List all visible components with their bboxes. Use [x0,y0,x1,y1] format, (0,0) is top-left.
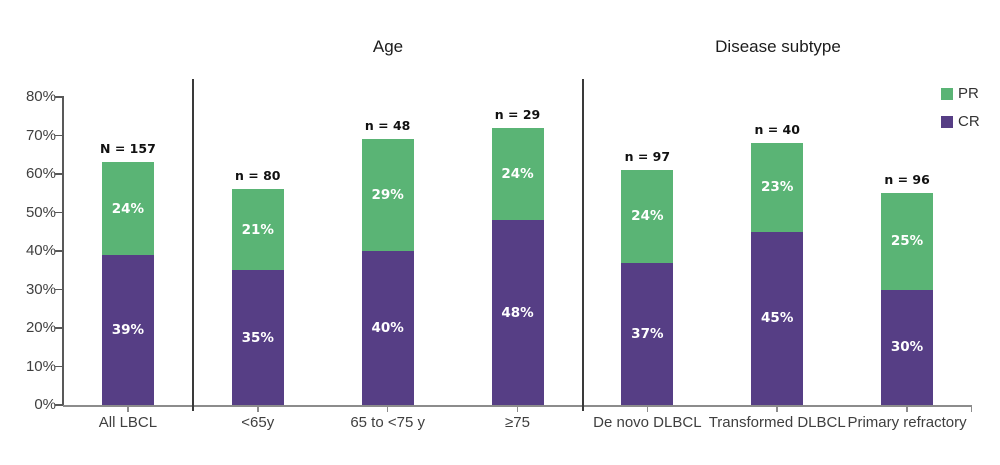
cr-value-label: 48% [501,304,534,321]
x-axis-tick-mark [257,406,259,412]
section-title-age: Age [372,37,404,56]
y-axis-line [62,96,64,406]
bar-pr-segment [361,139,414,251]
y-axis-tick-mark [55,288,62,291]
legend-item-pr: PR [941,84,980,103]
bar-cr-segment [881,289,934,405]
cr-value-label: 40% [371,320,404,336]
cr-value-label: 39% [111,321,145,338]
category-label: De novo DLBCL [593,414,702,431]
x-axis-tick-mark [516,406,519,412]
pr-value-label: 23% [761,179,794,196]
y-axis-tick-label: 80% [25,88,56,105]
x-axis-line [63,405,972,407]
section-title-disease-subtype: Disease subtype [715,37,841,56]
pr-value-label: 24% [111,200,145,217]
y-axis-tick-label: 10% [25,357,56,375]
n-count-label: n = 40 [754,122,800,138]
y-axis-tick-mark [55,250,62,252]
y-axis-tick-mark [55,173,62,175]
pr-value-label: 29% [371,187,404,204]
bar-cr-segment [101,254,154,405]
x-axis-end-tick-mark [970,406,972,412]
bar-pr-segment [491,127,544,221]
cr-value-label: 35% [241,329,274,346]
category-label: ≥75 [505,414,530,431]
bar-pr-segment [621,170,674,263]
cr-value-label: 45% [761,310,794,327]
y-axis-tick-mark [55,365,62,368]
y-axis-tick-mark [55,96,62,98]
bar-cr-segment [361,251,414,405]
category-label: Transformed DLBCL [708,414,846,431]
legend-label-pr: PR [958,85,979,102]
y-axis-tick-label: 60% [25,165,56,182]
y-axis-tick-mark [55,134,62,137]
n-count-label: n = 97 [624,149,671,165]
x-axis-tick-mark [776,406,778,412]
bar-pr-segment [751,143,804,232]
bar-cr-segment [751,231,804,405]
legend-item-cr: CR [941,112,980,131]
n-count-label: N = 157 [100,141,156,157]
bar-pr-segment [231,189,284,271]
n-count-label: n = 80 [235,168,281,184]
y-axis-tick-label: 50% [25,203,56,221]
bar-cr-segment [621,262,674,405]
n-count-label: n = 29 [494,106,541,122]
x-axis-tick-mark [646,406,649,412]
section-divider-2 [582,79,584,411]
category-label: 65 to <75 y [350,414,425,431]
y-axis-tick-label: 40% [25,242,56,259]
pr-swatch-icon [941,87,953,100]
n-count-label: n = 48 [364,118,411,134]
x-axis-tick-mark [386,406,389,412]
n-count-label: n = 96 [884,172,930,188]
legend-label-cr: CR [958,113,980,130]
pr-value-label: 24% [631,208,664,225]
x-axis-tick-mark [127,406,129,412]
y-axis-tick-label: 30% [25,280,56,298]
y-axis-tick-label: 20% [25,319,56,336]
category-label: <65y [241,414,275,431]
y-axis-tick-mark [55,327,62,329]
section-divider-1 [192,79,194,411]
y-axis-tick-mark [55,404,62,406]
category-label: All LBCL [98,414,158,431]
bar-pr-segment [881,193,934,290]
legend: PR CR [941,84,980,140]
cr-swatch-icon [941,115,953,128]
bar-cr-segment [491,220,544,405]
bar-cr-segment [231,270,284,405]
pr-value-label: 24% [501,166,534,182]
cr-value-label: 30% [890,339,924,356]
y-axis-tick-mark [55,211,62,214]
bar-pr-segment [101,162,154,255]
pr-value-label: 25% [890,233,924,250]
pr-value-label: 21% [241,221,274,238]
y-axis-tick-label: 70% [25,126,56,144]
cr-value-label: 37% [631,325,664,342]
x-axis-tick-mark [906,406,908,412]
category-label: Primary refractory [847,414,967,431]
y-axis-tick-label: 0% [34,396,56,413]
